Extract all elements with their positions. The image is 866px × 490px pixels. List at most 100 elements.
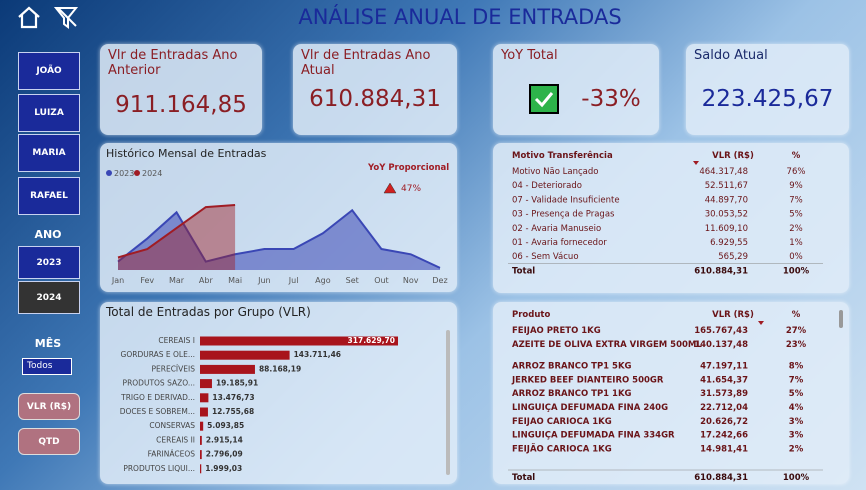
bar xyxy=(200,407,208,417)
category-label: CEREAIS I xyxy=(158,336,195,345)
table-cell: 565,29 xyxy=(718,252,748,262)
bar xyxy=(200,364,255,374)
sort-arrow xyxy=(693,161,699,165)
bar-chart: Total de Entradas por Grupo (VLR) CEREAIS… xyxy=(105,305,450,475)
year-button[interactable]: 2024 xyxy=(18,281,80,314)
value-label: 88.168,19 xyxy=(259,364,301,373)
table-cell: FEIJAO CARIOCA 1KG xyxy=(512,417,612,427)
table-cell: 9% xyxy=(789,181,803,191)
category-label: FARINÁCEOS xyxy=(148,450,196,459)
table-cell: 03 - Presença de Pragas xyxy=(512,210,615,220)
scrollbar xyxy=(446,330,450,475)
up-triangle xyxy=(383,182,397,194)
table-cell: 52.511,67 xyxy=(705,181,748,191)
bar xyxy=(200,379,212,389)
line-panel: Histórico Mensal de Entradas 2023 2024 YoY … xyxy=(100,143,457,292)
bar-panel: Total de Entradas por Grupo (VLR) CEREAIS… xyxy=(100,302,457,484)
table-cell: 2% xyxy=(789,224,803,234)
legend-label: 2024 xyxy=(142,169,162,178)
year-button[interactable]: 2023 xyxy=(18,246,80,279)
table-total: 610.884,31 xyxy=(694,266,748,276)
value-label: 317.629,70 xyxy=(348,336,395,345)
kpi-card: YoY Total -33% xyxy=(493,44,659,135)
series-line xyxy=(117,208,441,269)
table-cell: Motivo Não Lançado xyxy=(512,167,598,177)
check-mark xyxy=(534,92,554,108)
person-button[interactable]: MARIA xyxy=(18,134,80,172)
measure-button[interactable]: VLR (R$) xyxy=(18,393,80,420)
kpi-label: YoY Total xyxy=(501,48,558,63)
x-tick-label: Out xyxy=(374,276,389,285)
x-tick-label: Mai xyxy=(228,276,242,285)
x-tick-label: Ago xyxy=(315,276,331,285)
x-tick-label: Abr xyxy=(199,276,214,285)
x-tick-label: Jan xyxy=(111,276,124,285)
category-label: PRODUTOS LIQUI... xyxy=(123,464,195,473)
table-cell: 17.242,66 xyxy=(700,431,748,441)
legend-dot xyxy=(134,170,140,176)
table-cell: 140.137,48 xyxy=(694,340,748,350)
table-header: Produto xyxy=(512,310,550,320)
month-dropdown[interactable]: Todos xyxy=(22,358,72,375)
chart-title: Total de Entradas por Grupo (VLR) xyxy=(105,305,311,319)
month-label: MÊS xyxy=(34,337,62,350)
kpi-card: Vlr de Entradas Ano Atual 610.884,31 xyxy=(293,44,457,135)
table-cell: LINGUIÇA DEFUMADA FINA 240G xyxy=(512,403,668,413)
bar xyxy=(200,464,202,474)
table-cell: LINGUIÇA DEFUMADA FINA 334GR xyxy=(512,431,675,441)
table-cell: 02 - Avaria Manuseio xyxy=(512,224,601,234)
kpi-label: Vlr de Entradas Ano Anterior xyxy=(108,48,238,78)
table-cell: FEIJÃO CARIOCA 1KG xyxy=(512,443,612,454)
table-header: Motivo Transferência xyxy=(512,150,613,161)
category-label: TRIGO E DERIVAD... xyxy=(120,393,195,402)
table-cell: 76% xyxy=(787,167,806,177)
category-label: CONSERVAS xyxy=(149,421,195,430)
page-title: ANÁLISE ANUAL DE ENTRADAS xyxy=(298,5,622,29)
table-cell: 3% xyxy=(789,431,804,441)
table-cell: 2% xyxy=(789,444,804,454)
category-label: PERECÍVEIS xyxy=(151,364,195,373)
x-tick-label: Set xyxy=(346,276,359,285)
table-cell: 44.897,70 xyxy=(705,195,748,205)
table-cell: AZEITE DE OLIVA EXTRA VIRGEM 500ML xyxy=(512,340,702,350)
table-header: VLR (R$) xyxy=(712,310,754,320)
table-cell: ARROZ BRANCO TP1 5KG xyxy=(512,362,632,372)
kpi-value: 911.164,85 xyxy=(115,92,247,118)
kpi-value: 223.425,67 xyxy=(701,86,834,112)
x-tick-label: Jun xyxy=(257,276,271,285)
value-label: 5.093,85 xyxy=(207,421,244,430)
kpi-card: Saldo Atual 223.425,67 xyxy=(686,44,849,135)
table-total: Total xyxy=(512,266,535,276)
year-label: ANO xyxy=(34,228,62,241)
motivo-panel: Motivo Transferência VLR (R$)% Motivo Não … xyxy=(493,143,849,293)
table-cell: 30.053,52 xyxy=(705,210,748,220)
person-button[interactable]: LUIZA xyxy=(18,94,80,132)
table-cell: FEIJAO PRETO 1KG xyxy=(512,326,601,336)
table-cell: 01 - Avaria fornecedor xyxy=(512,238,607,248)
measure-button[interactable]: QTD xyxy=(18,428,80,455)
table-cell: ARROZ BRANCO TP1 1KG xyxy=(512,389,632,399)
table-total: 100% xyxy=(783,266,810,276)
table-cell: 1% xyxy=(789,238,803,248)
person-button[interactable]: RAFAEL xyxy=(18,177,80,215)
legend-label: 2023 xyxy=(114,169,134,178)
table-cell: 464.317,48 xyxy=(699,167,748,177)
person-button[interactable]: JOÃO xyxy=(18,52,80,90)
table-cell: 41.654,37 xyxy=(700,375,748,385)
kpi-label: Saldo Atual xyxy=(694,48,768,63)
nav-icons[interactable] xyxy=(16,4,86,30)
value-label: 2.915,14 xyxy=(206,435,243,444)
table-cell: 165.767,43 xyxy=(694,326,748,336)
table-cell: 5% xyxy=(789,210,803,220)
table-cell: 4% xyxy=(789,403,804,413)
category-label: CEREAIS II xyxy=(156,435,195,444)
line-chart: Histórico Mensal de Entradas 2023 2024 YoY … xyxy=(106,147,449,285)
scrollbar xyxy=(839,310,843,328)
check-icon xyxy=(529,84,559,114)
table-cell: 6.929,55 xyxy=(710,238,748,248)
table-cell: 8% xyxy=(789,362,804,372)
table-cell: 22.712,04 xyxy=(700,403,748,413)
table-cell: 7% xyxy=(789,195,803,205)
table-header: % xyxy=(792,151,801,161)
bar xyxy=(200,336,398,346)
